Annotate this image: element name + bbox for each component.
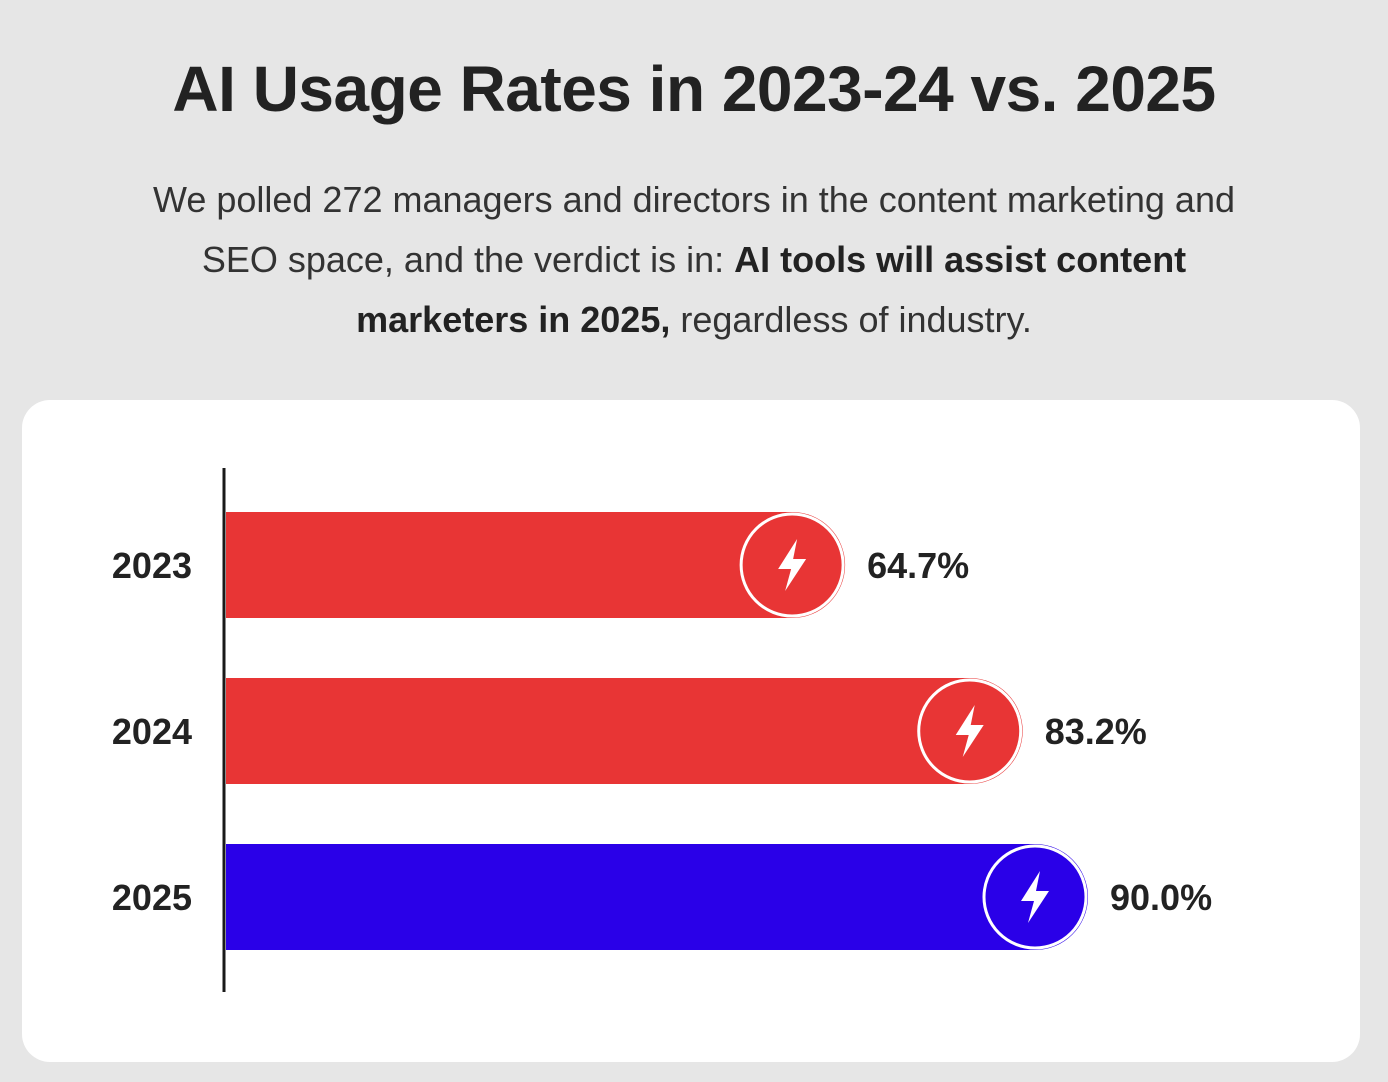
bar-end-ring-2025 xyxy=(982,844,1088,950)
bar-end-ring-2024 xyxy=(917,678,1023,784)
tick-label-2023: 2023 xyxy=(112,545,192,586)
subtitle-highlight: AI tools will assist content marketers i… xyxy=(356,239,1187,340)
tick-label-2024: 2024 xyxy=(112,711,192,752)
data-label-2024: 83.2% xyxy=(1045,711,1147,752)
subtitle-text-1: We polled 272 managers and directors in … xyxy=(153,179,1235,280)
lightning-bolt-icon xyxy=(778,539,807,591)
lightning-bolt-icon xyxy=(1021,871,1049,923)
data-label-2025: 90.0% xyxy=(1110,877,1212,918)
lightning-bolt-icon xyxy=(955,705,984,757)
bar-2025 xyxy=(226,844,1035,950)
chart-subtitle: We polled 272 managers and directors in … xyxy=(144,170,1244,350)
bar-end-ring-2023 xyxy=(739,512,845,618)
bar-2024 xyxy=(226,678,970,784)
data-label-2023: 64.7% xyxy=(867,545,969,586)
chart-title: AI Usage Rates in 2023-24 vs. 2025 xyxy=(172,53,1216,125)
tick-label-2025: 2025 xyxy=(112,877,192,918)
bar-2023 xyxy=(226,512,793,618)
subtitle-text-2: regardless of industry. xyxy=(670,299,1032,340)
